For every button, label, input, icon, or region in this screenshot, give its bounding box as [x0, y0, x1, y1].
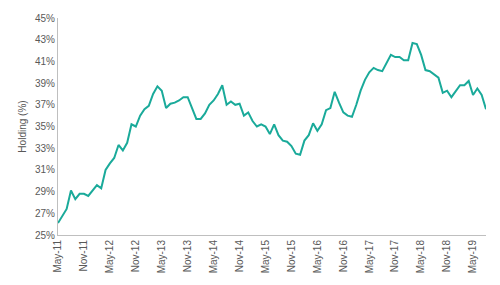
- svg-text:Nov-13: Nov-13: [182, 240, 193, 273]
- svg-text:May-15: May-15: [260, 240, 271, 274]
- svg-text:May-18: May-18: [415, 240, 426, 274]
- svg-text:45%: 45%: [35, 13, 55, 24]
- svg-text:27%: 27%: [35, 208, 55, 219]
- svg-text:May-14: May-14: [208, 240, 219, 274]
- svg-text:May-17: May-17: [364, 240, 375, 274]
- svg-text:29%: 29%: [35, 186, 55, 197]
- svg-text:May-19: May-19: [467, 240, 478, 274]
- svg-text:Nov-17: Nov-17: [389, 240, 400, 273]
- svg-text:43%: 43%: [35, 34, 55, 45]
- svg-text:39%: 39%: [35, 78, 55, 89]
- svg-text:Nov-11: Nov-11: [78, 240, 89, 272]
- svg-text:37%: 37%: [35, 99, 55, 110]
- svg-text:Nov-12: Nov-12: [130, 240, 141, 273]
- svg-text:May-13: May-13: [156, 240, 167, 274]
- svg-text:Nov-15: Nov-15: [286, 240, 297, 273]
- svg-text:Nov-18: Nov-18: [441, 240, 452, 273]
- svg-text:31%: 31%: [35, 164, 55, 175]
- svg-text:35%: 35%: [35, 121, 55, 132]
- svg-text:May-11: May-11: [52, 240, 63, 273]
- svg-text:Holding (%): Holding (%): [17, 100, 28, 152]
- svg-text:41%: 41%: [35, 56, 55, 67]
- svg-text:33%: 33%: [35, 143, 55, 154]
- svg-text:25%: 25%: [35, 230, 55, 241]
- svg-text:May-12: May-12: [104, 240, 115, 274]
- svg-text:May-16: May-16: [312, 240, 323, 274]
- svg-text:Nov-16: Nov-16: [338, 240, 349, 273]
- svg-text:Nov-14: Nov-14: [234, 240, 245, 273]
